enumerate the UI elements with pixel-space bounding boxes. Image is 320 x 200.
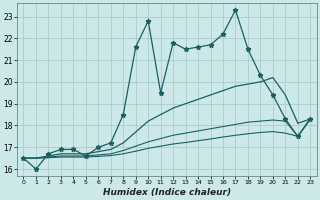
X-axis label: Humidex (Indice chaleur): Humidex (Indice chaleur) bbox=[103, 188, 231, 197]
